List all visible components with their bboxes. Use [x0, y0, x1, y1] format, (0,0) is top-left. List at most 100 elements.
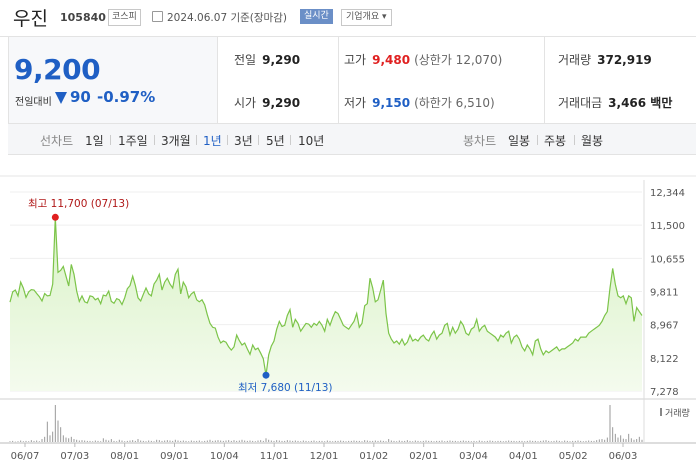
volume-bar: [134, 440, 136, 442]
company-overview-button[interactable]: 기업개요 ▾: [341, 9, 392, 26]
volume-bar: [217, 440, 219, 442]
volume-bar: [449, 440, 451, 442]
volume-bar: [550, 441, 552, 442]
volume-bar: [340, 440, 342, 442]
volume-bar: [92, 441, 94, 442]
volume-bar: [228, 440, 230, 442]
period-1w[interactable]: 1주일: [118, 134, 148, 148]
volume-bar: [225, 440, 227, 442]
volume-bar: [201, 441, 203, 442]
volume-bar: [542, 440, 544, 442]
volume-bar: [516, 441, 518, 442]
volume-bar: [462, 440, 464, 442]
x-tick-label: 06/03: [609, 451, 638, 462]
volume-bar: [25, 440, 27, 442]
volume-bar: [518, 440, 520, 442]
volume-bar: [108, 440, 110, 442]
volume-bar: [334, 440, 336, 442]
volume-bar: [14, 441, 16, 443]
volume-bar: [369, 440, 371, 442]
period-1y[interactable]: 1년: [203, 134, 222, 148]
x-tick-label: 09/01: [160, 451, 189, 462]
volume-bar: [534, 440, 536, 442]
volume-bar: [49, 435, 51, 442]
period-3y[interactable]: 3년: [234, 134, 253, 148]
volume-bar: [238, 440, 240, 442]
volume-bar: [636, 439, 638, 442]
volume-bar: [454, 440, 456, 442]
volume-bar: [169, 440, 171, 442]
period-5y[interactable]: 5년: [266, 134, 285, 148]
candle-daily[interactable]: 일봉: [508, 134, 531, 148]
volume-bar: [113, 440, 115, 442]
period-10y[interactable]: 10년: [298, 134, 325, 148]
volume-bar: [566, 440, 568, 442]
volume-bar: [308, 441, 310, 442]
volume-bar: [585, 440, 587, 442]
volume-bar: [54, 405, 56, 442]
volume-legend-marker: [660, 408, 662, 416]
low-marker: [262, 371, 270, 379]
volume-bar: [273, 440, 275, 442]
volume-bar: [409, 440, 411, 442]
volume-bar: [254, 441, 256, 442]
volume-bar: [193, 440, 195, 442]
x-tick-label: 02/01: [409, 451, 438, 462]
volume-bar: [372, 440, 374, 442]
volume-bar: [348, 440, 350, 442]
price-change-percent: -0.97%: [97, 88, 156, 106]
divider: [154, 135, 155, 145]
volume-bar: [142, 440, 144, 442]
period-1d[interactable]: 1일: [85, 134, 104, 148]
volume-bar: [276, 440, 278, 442]
volume-bar: [558, 440, 560, 442]
price-area: [10, 217, 642, 391]
volume-bar: [12, 440, 14, 442]
x-tick-label: 06/07: [11, 451, 40, 462]
volume-bar: [350, 440, 352, 442]
volume-bar: [28, 441, 30, 442]
volume-bar: [33, 440, 35, 442]
realtime-button[interactable]: 실시간: [300, 9, 333, 24]
lower-limit: (하한가 6,510): [414, 96, 495, 110]
volume-bar: [398, 440, 400, 442]
volume-bar: [89, 440, 91, 442]
high-value: 9,480: [372, 53, 411, 67]
period-3m[interactable]: 3개월: [161, 134, 191, 148]
volume-bar: [86, 440, 88, 442]
x-tick-label: 11/01: [260, 451, 289, 462]
volume-bar: [444, 441, 446, 442]
volume-legend-label: 거래량: [665, 407, 690, 419]
volume-bar: [252, 440, 254, 442]
candle-monthly[interactable]: 월봉: [581, 134, 604, 148]
upper-limit: (상한가 12,070): [414, 53, 503, 67]
volume-bar: [9, 441, 11, 442]
y-tick-label: 7,278: [650, 387, 679, 398]
period-bar: 선차트 1일 1주일 3개월 1년 3년 5년 10년 봉차트 일봉 주봉 월봉: [8, 124, 696, 155]
volume-bar: [230, 440, 232, 442]
volume-bar: [489, 440, 491, 442]
volume-bar: [220, 440, 222, 442]
volume-bar: [593, 440, 595, 442]
candle-weekly[interactable]: 주봉: [544, 134, 567, 148]
volume-bar: [65, 437, 67, 442]
volume-bar: [524, 441, 526, 442]
volume-bar: [78, 440, 80, 442]
stock-header: 우진 105840 코스피 2024.06.07 기준(장마감) 실시간 기업개…: [0, 0, 696, 37]
volume-bar: [196, 440, 198, 442]
volume-bar: [105, 439, 107, 442]
volume-bar: [569, 441, 571, 442]
open-price: 시가 9,290: [234, 94, 300, 111]
volume-bar: [68, 438, 70, 442]
volume-bar: [364, 440, 366, 442]
volume-bar: [345, 441, 347, 442]
volume-bar: [337, 440, 339, 442]
volume-bar: [257, 440, 259, 442]
volume-bar: [116, 441, 118, 442]
volume-bar: [556, 440, 558, 442]
volume-bar: [326, 440, 328, 442]
volume-bar: [284, 440, 286, 442]
volume-bar: [353, 440, 355, 442]
volume-bar: [529, 440, 531, 442]
volume-bar: [124, 441, 126, 442]
